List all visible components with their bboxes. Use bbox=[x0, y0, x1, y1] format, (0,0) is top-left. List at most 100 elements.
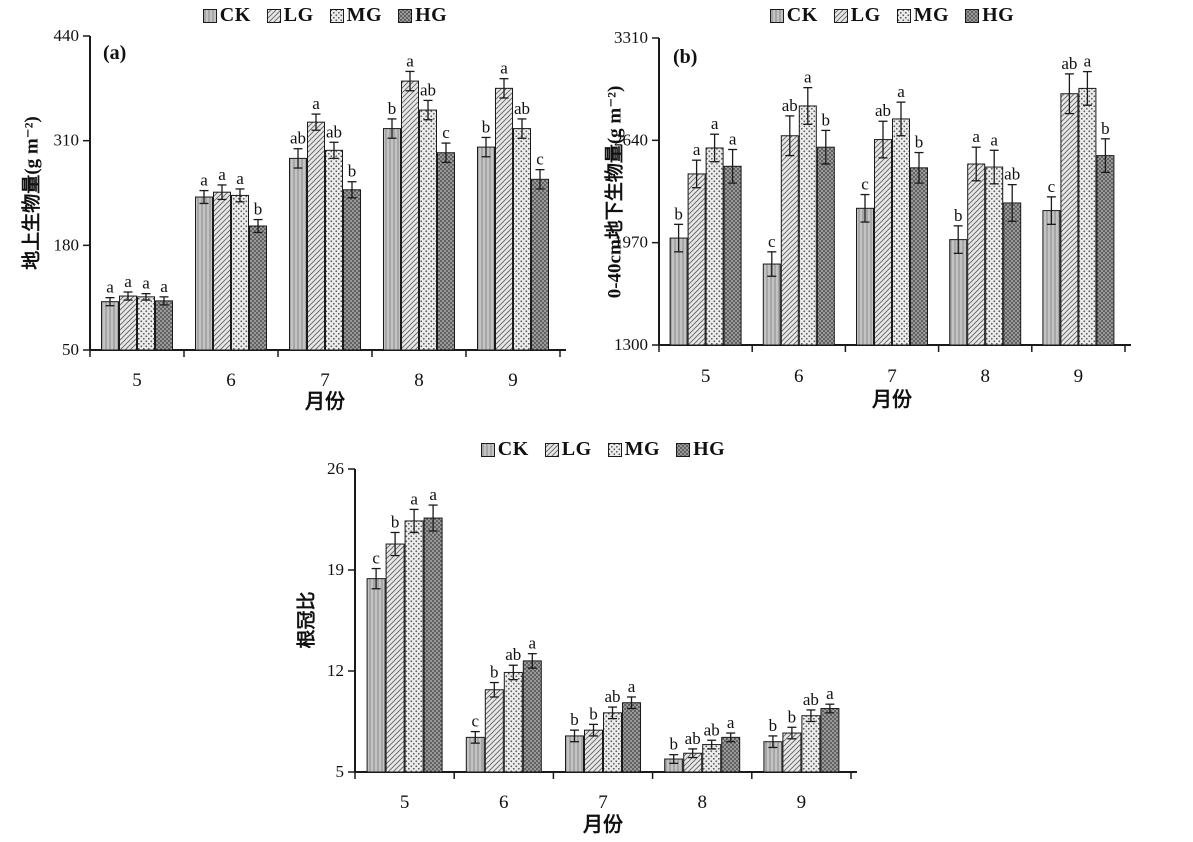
svg-text:b: b bbox=[915, 133, 924, 152]
svg-text:ab: ab bbox=[514, 99, 530, 118]
svg-text:5: 5 bbox=[701, 366, 711, 387]
svg-text:ab: ab bbox=[604, 687, 620, 706]
svg-text:b: b bbox=[822, 110, 831, 129]
svg-text:ab: ab bbox=[420, 80, 436, 99]
y-axis-title-a: 地上生物量(g m⁻²) bbox=[21, 116, 43, 270]
svg-text:a: a bbox=[160, 277, 168, 296]
legend-item-hg: HG bbox=[676, 438, 725, 461]
diagonal-hatch-swatch-icon bbox=[833, 8, 848, 23]
svg-text:a: a bbox=[990, 130, 998, 149]
diagonal-hatch-swatch-icon bbox=[266, 8, 281, 23]
svg-text:ab: ab bbox=[326, 122, 342, 141]
svg-text:ab: ab bbox=[875, 101, 891, 120]
svg-text:c: c bbox=[1048, 177, 1056, 196]
legend-label: MG bbox=[913, 4, 950, 26]
diagonal-hatch-swatch-icon bbox=[544, 442, 559, 457]
svg-text:180: 180 bbox=[54, 235, 80, 254]
x-axis-title-a: 月份 bbox=[305, 391, 345, 413]
legend-c: CK LG MG HG bbox=[355, 438, 851, 461]
svg-text:a: a bbox=[727, 713, 735, 732]
svg-text:7: 7 bbox=[598, 792, 608, 813]
svg-text:b: b bbox=[954, 206, 963, 225]
svg-text:310: 310 bbox=[54, 131, 80, 150]
svg-text:1970: 1970 bbox=[614, 233, 648, 252]
x-axis-title-b: 月份 bbox=[872, 389, 912, 411]
svg-text:b: b bbox=[674, 204, 683, 223]
svg-text:7: 7 bbox=[320, 370, 330, 391]
x-axis-title-c: 月份 bbox=[583, 814, 623, 836]
vertical-lines-swatch-icon bbox=[480, 442, 495, 457]
legend-label: MG bbox=[624, 438, 661, 460]
svg-text:b: b bbox=[391, 512, 400, 531]
svg-text:a: a bbox=[200, 171, 208, 190]
svg-text:ab: ab bbox=[1061, 54, 1077, 73]
chart-belowground-biomass: 1300 1970 2640 3310 5 6 7 8 9 b c c b c a ab ab a ab a a a a a a… bbox=[593, 0, 1193, 420]
svg-text:a: a bbox=[429, 485, 437, 504]
legend-label: CK bbox=[786, 4, 818, 26]
legend-label: CK bbox=[497, 438, 529, 460]
legend-label: HG bbox=[693, 438, 726, 460]
svg-text:a: a bbox=[406, 51, 414, 70]
svg-text:b: b bbox=[490, 663, 499, 682]
legend-item-ck: CK bbox=[202, 4, 251, 27]
svg-text:1300: 1300 bbox=[614, 335, 648, 354]
svg-text:6: 6 bbox=[226, 370, 236, 391]
svg-text:b: b bbox=[570, 710, 579, 729]
svg-text:a: a bbox=[106, 278, 114, 297]
light-dots-swatch-icon bbox=[607, 442, 622, 457]
svg-text:26: 26 bbox=[327, 459, 344, 478]
legend-a: CK LG MG HG bbox=[90, 4, 560, 27]
svg-text:8: 8 bbox=[697, 792, 707, 813]
svg-text:a: a bbox=[693, 140, 701, 159]
legend-label: MG bbox=[346, 4, 383, 26]
svg-text:ab: ab bbox=[1004, 165, 1020, 184]
dark-dots-swatch-icon bbox=[398, 8, 413, 23]
svg-text:2640: 2640 bbox=[614, 130, 648, 149]
svg-text:ab: ab bbox=[685, 729, 701, 748]
svg-text:8: 8 bbox=[980, 366, 990, 387]
dark-dots-swatch-icon bbox=[676, 442, 691, 457]
svg-text:3310: 3310 bbox=[614, 28, 648, 47]
vertical-lines-swatch-icon bbox=[202, 8, 217, 23]
legend-item-ck: CK bbox=[480, 438, 529, 461]
legend-label: LG bbox=[850, 4, 881, 26]
svg-text:440: 440 bbox=[54, 26, 80, 45]
legend-b: CK LG MG HG bbox=[659, 4, 1125, 27]
svg-text:6: 6 bbox=[794, 366, 804, 387]
legend-item-ck: CK bbox=[769, 4, 818, 27]
svg-text:c: c bbox=[372, 549, 380, 568]
chart-aboveground-biomass: 50 180 310 440 5 6 7 8 9 a a ab b b a a a a a a a ab ab ab a b b c c… bbox=[0, 0, 600, 420]
legend-item-lg: LG bbox=[833, 4, 881, 27]
svg-text:b: b bbox=[348, 162, 357, 181]
svg-text:a: a bbox=[236, 169, 244, 188]
legend-label: LG bbox=[561, 438, 592, 460]
svg-text:a: a bbox=[628, 677, 636, 696]
svg-text:5: 5 bbox=[132, 370, 142, 391]
svg-text:b: b bbox=[669, 735, 678, 754]
svg-text:c: c bbox=[536, 150, 544, 169]
legend-item-lg: LG bbox=[266, 4, 314, 27]
svg-text:c: c bbox=[472, 712, 480, 731]
svg-text:b: b bbox=[769, 716, 778, 735]
svg-text:a: a bbox=[312, 94, 320, 113]
svg-text:b: b bbox=[788, 707, 797, 726]
svg-text:a: a bbox=[410, 489, 418, 508]
svg-text:12: 12 bbox=[327, 661, 344, 680]
svg-text:9: 9 bbox=[797, 792, 807, 813]
y-axis-title-c: 根冠比 bbox=[296, 591, 318, 649]
svg-text:b: b bbox=[388, 99, 397, 118]
legend-label: HG bbox=[415, 4, 448, 26]
svg-text:19: 19 bbox=[327, 560, 344, 579]
svg-text:50: 50 bbox=[62, 340, 79, 359]
legend-item-mg: MG bbox=[329, 4, 383, 27]
vertical-lines-swatch-icon bbox=[769, 8, 784, 23]
svg-text:b: b bbox=[1101, 119, 1110, 138]
svg-text:a: a bbox=[142, 274, 150, 293]
legend-label: CK bbox=[219, 4, 251, 26]
svg-text:ab: ab bbox=[782, 96, 798, 115]
legend-item-hg: HG bbox=[398, 4, 447, 27]
svg-text:ab: ab bbox=[803, 690, 819, 709]
svg-text:ab: ab bbox=[505, 645, 521, 664]
